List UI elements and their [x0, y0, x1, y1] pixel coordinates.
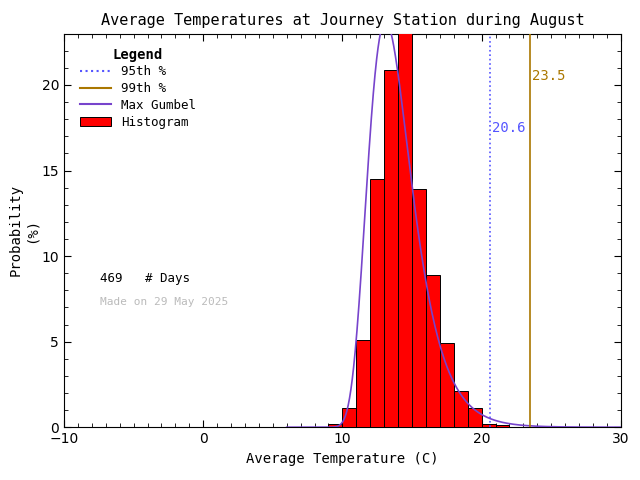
- Bar: [440, 343, 454, 427]
- Text: Made on 29 May 2025: Made on 29 May 2025: [100, 297, 228, 307]
- Bar: [356, 340, 370, 427]
- Bar: [342, 408, 356, 427]
- Text: 23.5: 23.5: [532, 70, 566, 84]
- Bar: [495, 425, 509, 427]
- X-axis label: Average Temperature (C): Average Temperature (C): [246, 452, 438, 466]
- Bar: [412, 189, 426, 427]
- Bar: [426, 275, 440, 427]
- Text: 469   # Days: 469 # Days: [100, 272, 190, 285]
- Bar: [384, 70, 398, 427]
- Bar: [328, 424, 342, 427]
- Y-axis label: Probability
(%): Probability (%): [8, 184, 39, 276]
- Legend: 95th %, 99th %, Max Gumbel, Histogram: 95th %, 99th %, Max Gumbel, Histogram: [76, 44, 200, 132]
- Title: Average Temperatures at Journey Station during August: Average Temperatures at Journey Station …: [100, 13, 584, 28]
- Bar: [454, 391, 468, 427]
- Bar: [481, 424, 495, 427]
- Bar: [370, 179, 384, 427]
- Bar: [398, 32, 412, 427]
- Bar: [468, 408, 482, 427]
- Text: 20.6: 20.6: [492, 121, 525, 135]
